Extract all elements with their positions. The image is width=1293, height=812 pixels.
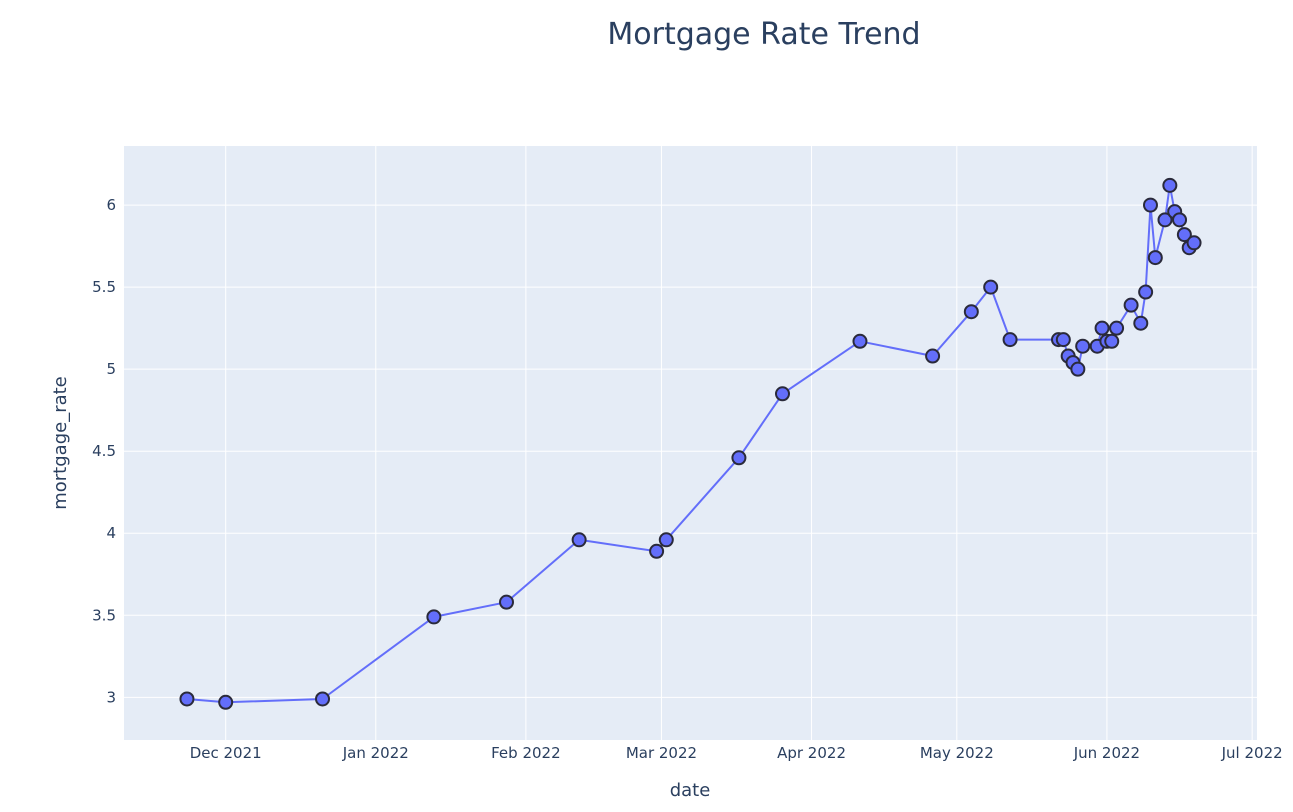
data-point[interactable] xyxy=(1055,332,1071,348)
data-point[interactable] xyxy=(963,304,979,320)
data-point[interactable] xyxy=(1176,227,1192,243)
data-point[interactable] xyxy=(179,691,195,707)
data-point[interactable] xyxy=(1142,197,1158,213)
data-point[interactable] xyxy=(1186,235,1202,251)
y-tick-label: 5.5 xyxy=(92,278,116,296)
data-point[interactable] xyxy=(1157,212,1173,228)
y-tick-label: 6 xyxy=(106,196,116,214)
data-point[interactable] xyxy=(1162,177,1178,193)
tick-labels: 3 3.5 4 4.5 5 5.5 6 Dec 2021 Jan 2022 Feb 2022 Mar… xyxy=(92,196,1283,762)
data-point[interactable] xyxy=(499,594,515,610)
y-tick-label: 5 xyxy=(106,360,116,378)
data-point[interactable] xyxy=(1002,332,1018,348)
data-point[interactable] xyxy=(571,532,587,548)
data-point[interactable] xyxy=(1123,297,1139,313)
data-point[interactable] xyxy=(315,691,331,707)
x-tick-label: Mar 2022 xyxy=(626,744,697,762)
data-point[interactable] xyxy=(852,333,868,349)
data-point[interactable] xyxy=(1172,212,1188,228)
x-tick-label: Jun 2022 xyxy=(1073,744,1140,762)
data-point[interactable] xyxy=(426,609,442,625)
x-axis-title: date xyxy=(670,780,711,801)
grid-lines xyxy=(124,146,1257,740)
data-point[interactable] xyxy=(1104,333,1120,349)
data-point[interactable] xyxy=(983,279,999,295)
data-point[interactable] xyxy=(1070,361,1086,377)
data-point[interactable] xyxy=(925,348,941,364)
data-point[interactable] xyxy=(1109,320,1125,336)
x-tick-label: Dec 2021 xyxy=(190,744,262,762)
data-point[interactable] xyxy=(731,450,747,466)
x-tick-label: Jan 2022 xyxy=(342,744,409,762)
x-tick-label: Apr 2022 xyxy=(777,744,846,762)
data-point[interactable] xyxy=(1133,315,1149,331)
x-tick-label: Jul 2022 xyxy=(1221,744,1283,762)
x-tick-label: Feb 2022 xyxy=(491,744,561,762)
data-point[interactable] xyxy=(774,386,790,402)
y-tick-label: 4.5 xyxy=(92,442,116,460)
y-axis-title: mortgage_rate xyxy=(50,376,71,510)
data-point[interactable] xyxy=(658,532,674,548)
x-tick-label: May 2022 xyxy=(920,744,994,762)
data-point[interactable] xyxy=(218,694,234,710)
data-point[interactable] xyxy=(1075,338,1091,354)
data-point[interactable] xyxy=(1147,250,1163,266)
data-point[interactable] xyxy=(1094,320,1110,336)
y-tick-label: 3.5 xyxy=(92,606,116,624)
plot-area xyxy=(124,146,1257,740)
series-layer xyxy=(179,177,1202,710)
data-point[interactable] xyxy=(1138,284,1154,300)
data-point[interactable] xyxy=(649,543,665,559)
y-tick-label: 3 xyxy=(106,688,116,706)
y-tick-label: 4 xyxy=(106,524,116,542)
chart-title: Mortgage Rate Trend xyxy=(607,17,920,52)
